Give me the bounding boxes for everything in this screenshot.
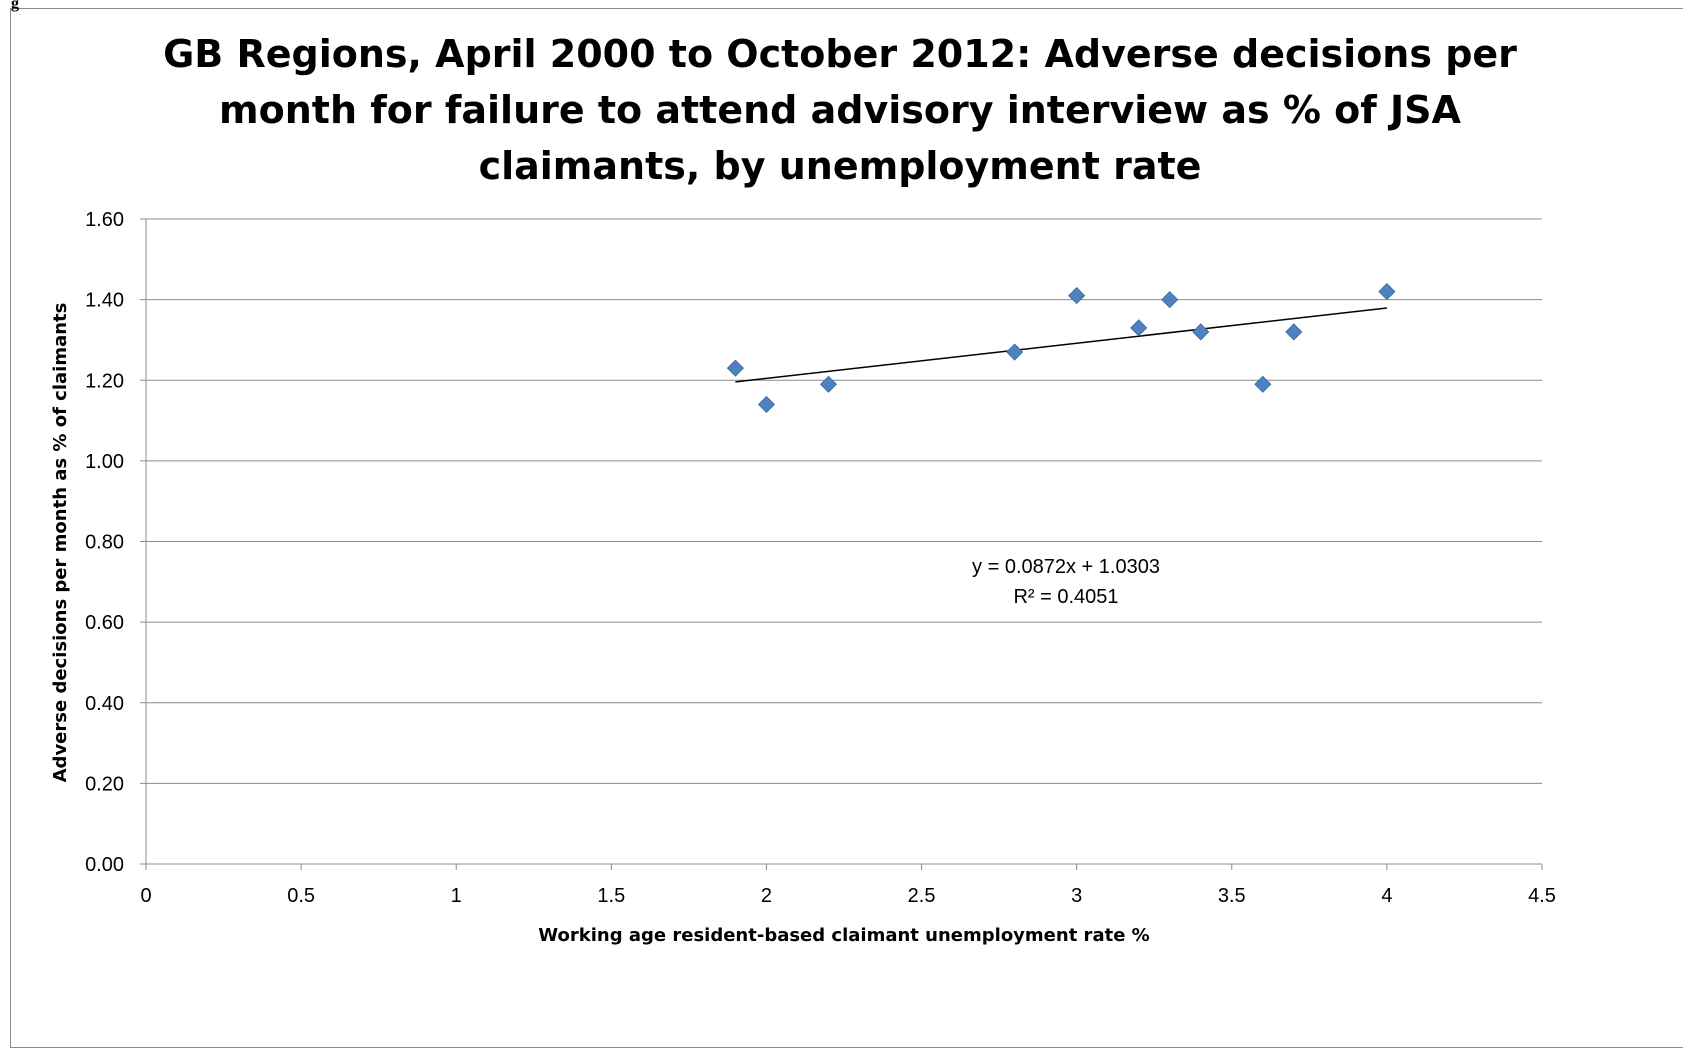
data-point	[1254, 375, 1272, 393]
chart-title-line-2: month for failure to attend advisory int…	[219, 88, 1461, 132]
data-point	[1378, 282, 1396, 301]
y-tick-label: 0.20	[85, 773, 124, 795]
y-axis-label: Adverse decisions per month as % of clai…	[50, 303, 71, 783]
x-axis-label: Working age resident-based claimant unem…	[538, 925, 1149, 946]
x-tick-label: 2.5	[908, 885, 936, 907]
x-tick-label: 3.5	[1218, 885, 1246, 907]
x-tick-labels: 0 0.5 1 1.5 2 2.5 3 3.5 4 4.5	[140, 885, 1555, 907]
x-tick-label: 1.5	[597, 885, 625, 907]
data-point	[819, 375, 838, 393]
x-tick-label: 0	[140, 885, 151, 907]
data-point	[1068, 287, 1086, 305]
gridlines	[146, 218, 1542, 784]
page-header-fragment: g	[11, 0, 19, 12]
x-tick-label: 4.5	[1528, 885, 1556, 907]
y-tick-label: 1.00	[85, 451, 124, 473]
data-point	[1006, 343, 1024, 361]
y-tick-label: 1.40	[85, 290, 124, 312]
x-tick-label: 2	[761, 885, 772, 907]
trendline-r-squared: R² = 0.4051	[1013, 586, 1118, 608]
axes	[140, 218, 1543, 870]
chart-frame: g	[10, 0, 1683, 1048]
x-tick-label: 3	[1071, 885, 1082, 907]
chart-title-line-1: GB Regions, April 2000 to October 2012: …	[163, 32, 1517, 76]
y-tick-label: 0.40	[85, 693, 124, 715]
trendline	[735, 307, 1387, 383]
y-tick-label: 0.80	[85, 532, 124, 554]
y-tick-labels: 0.00 0.20 0.40 0.60 0.80 1.00 1.20 1.40 1.60	[85, 209, 124, 876]
chart-title-line-3: claimants, by unemployment rate	[478, 144, 1202, 188]
data-points	[726, 282, 1396, 414]
data-point	[726, 359, 744, 377]
y-tick-label: 1.20	[85, 370, 124, 392]
y-tick-label: 0.00	[85, 854, 124, 876]
data-point	[1161, 291, 1179, 309]
y-tick-label: 0.60	[85, 612, 124, 634]
x-tick-label: 1	[451, 885, 462, 907]
trendline-equation: y = 0.0872x + 1.0303	[972, 556, 1160, 578]
data-point	[1285, 323, 1303, 341]
chart-title: GB Regions, April 2000 to October 2012: …	[120, 26, 1560, 194]
y-tick-label: 1.60	[85, 209, 124, 231]
x-tick-label: 0.5	[287, 885, 315, 907]
data-point	[1192, 323, 1210, 341]
x-tick-label: 4	[1381, 885, 1392, 907]
data-point	[1130, 319, 1148, 337]
trendline-group	[735, 307, 1387, 383]
data-point	[757, 395, 776, 414]
